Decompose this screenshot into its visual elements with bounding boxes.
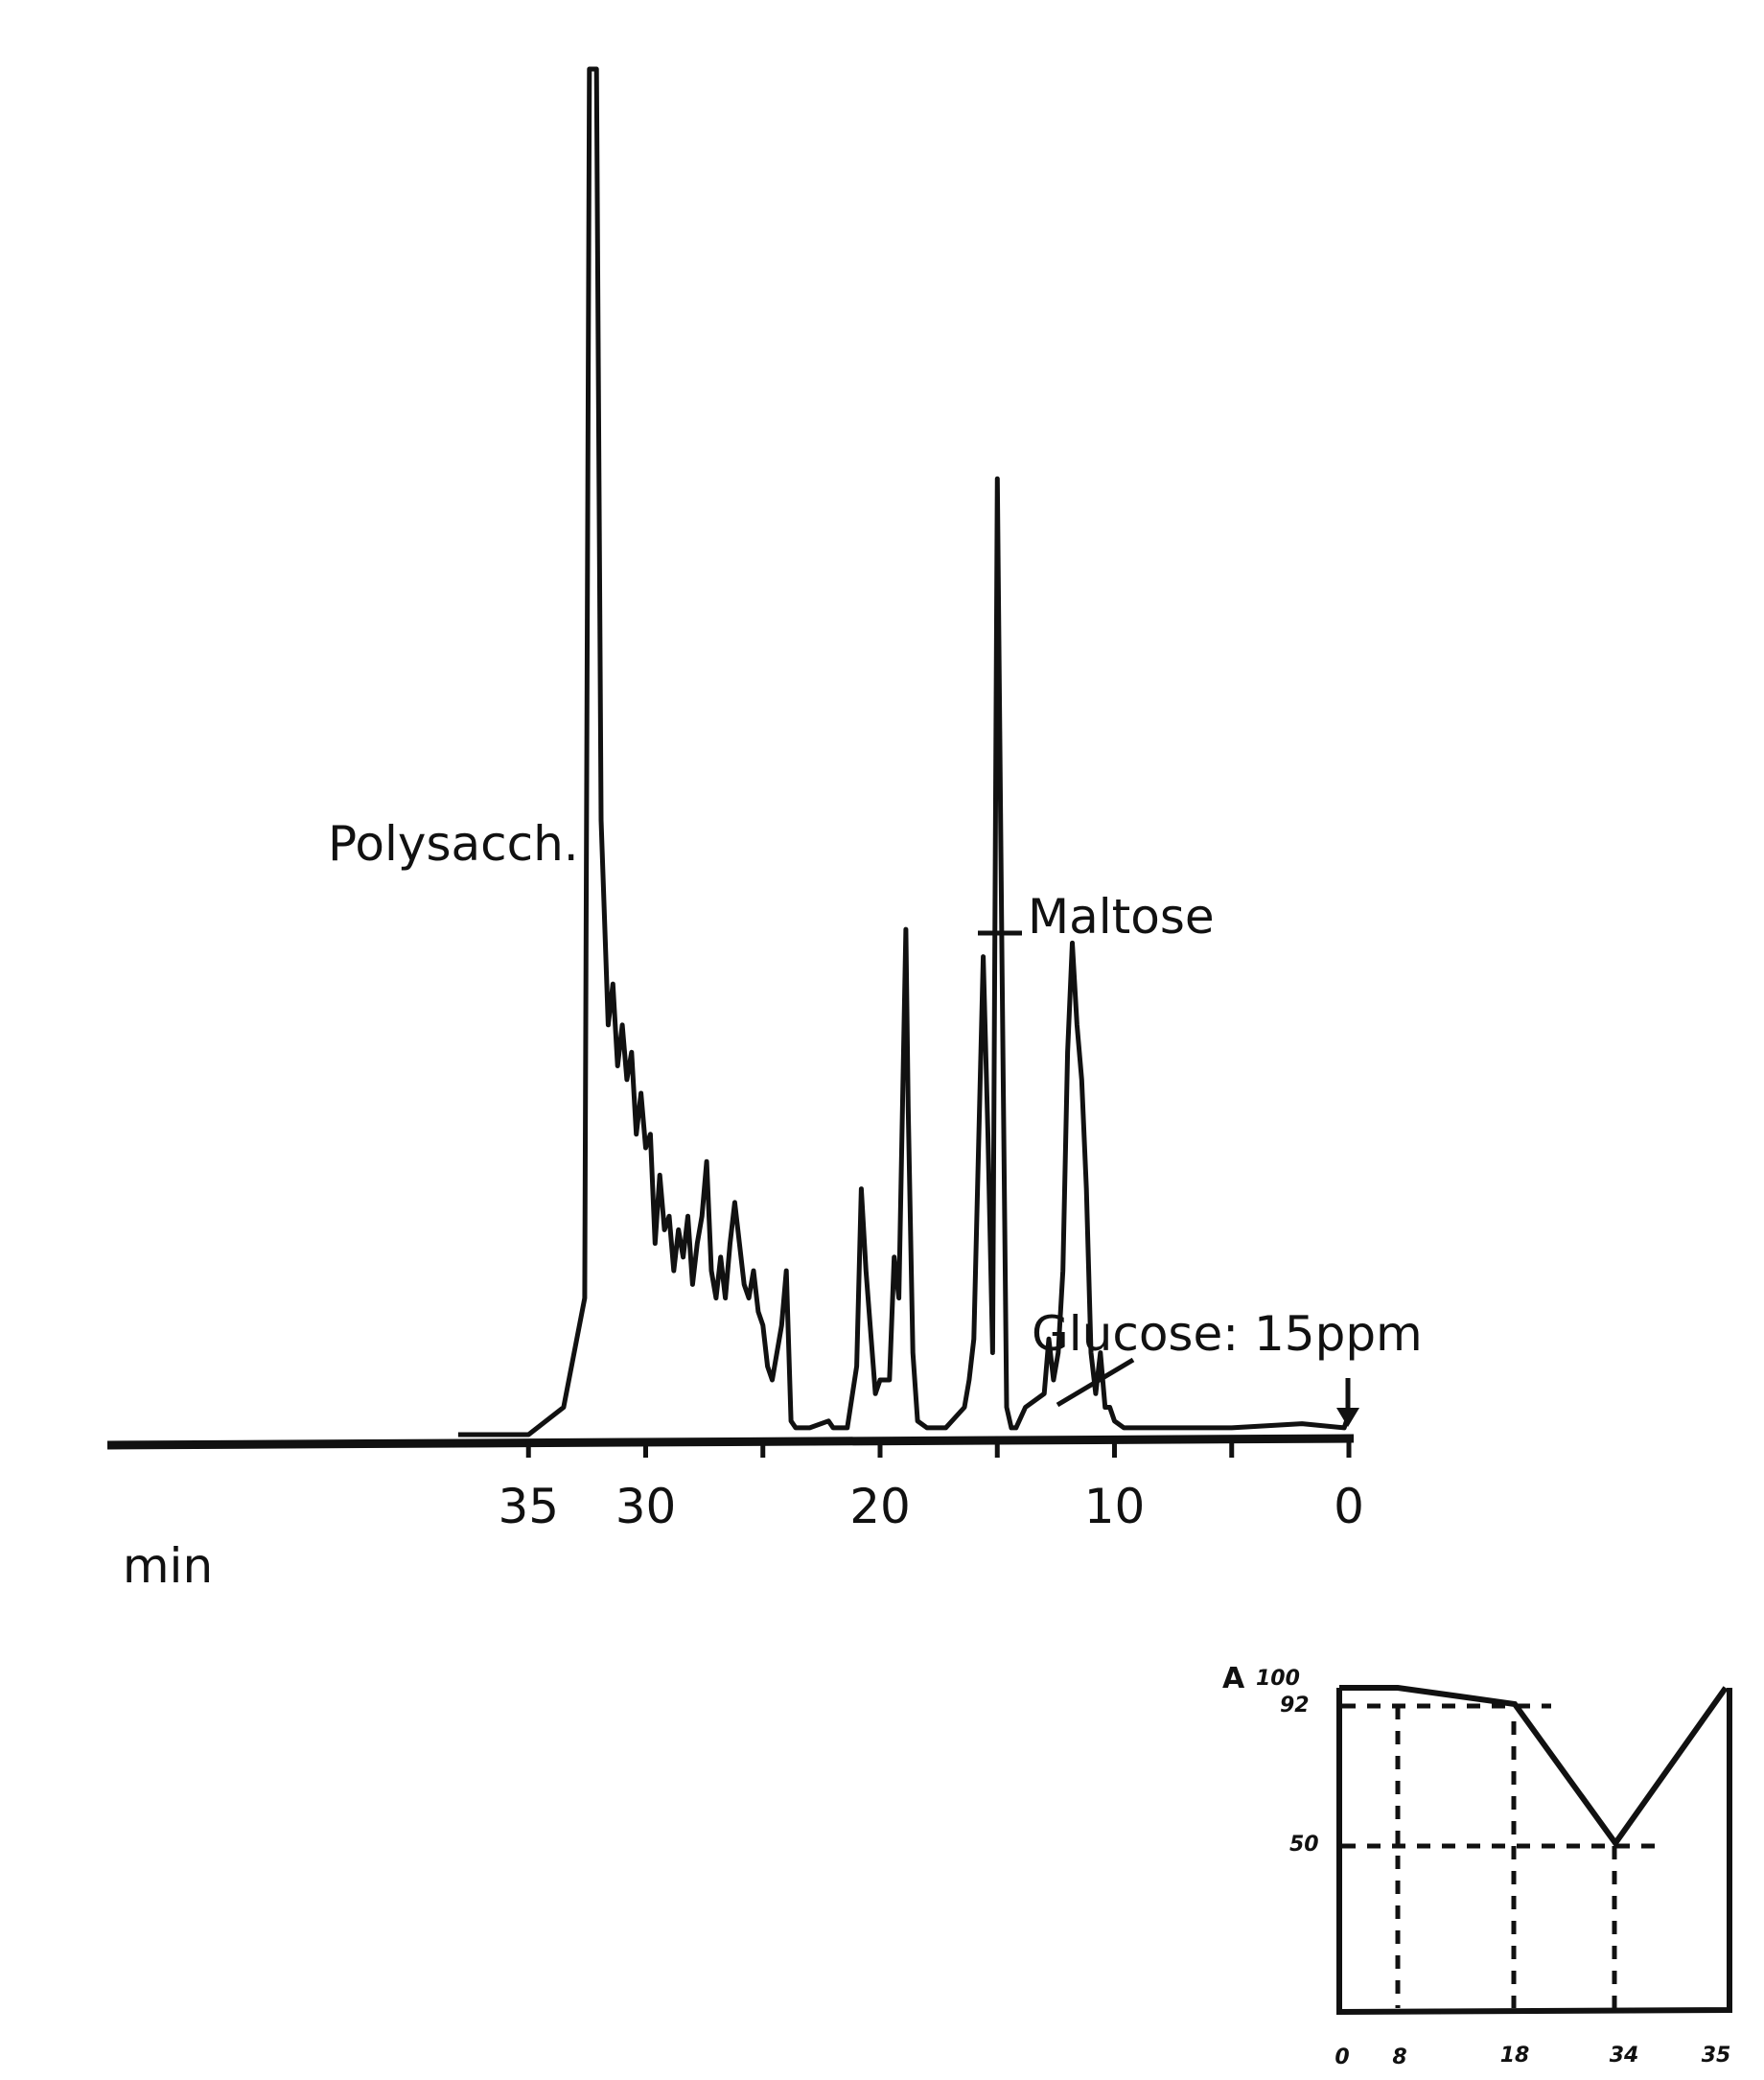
- x-axis-line: [106, 1434, 1355, 1450]
- chromatogram-chart: 35 30 20 10 0 min Polysacch. Maltose Glucose…: [106, 66, 1423, 1594]
- inset-y-label-92: 92: [1280, 1694, 1310, 1718]
- injection-arrow-icon: [1336, 1378, 1359, 1427]
- x-axis-ticks: [525, 1441, 1352, 1458]
- x-axis-tick-label: 20: [849, 1479, 911, 1534]
- glucose-leader-line: [1056, 1357, 1135, 1408]
- chromatogram-line: [457, 66, 1352, 1437]
- inset-title: A: [1222, 1662, 1245, 1695]
- inset-x-label-34: 34: [1610, 2044, 1639, 2068]
- inset-x-label-18: 18: [1500, 2044, 1530, 2068]
- inset-y-label-50: 50: [1289, 1833, 1319, 1857]
- x-axis-unit-label: min: [123, 1538, 213, 1594]
- x-axis-tick-label: 10: [1084, 1479, 1146, 1534]
- inset-axes-frame: [1336, 1688, 1732, 2016]
- inset-x-label-35: 35: [1702, 2044, 1731, 2068]
- inset-gradient-line: [1339, 1685, 1729, 1849]
- inset-y-label-100: 100: [1256, 1667, 1300, 1691]
- polysaccharide-label: Polysacch.: [328, 816, 579, 872]
- inset-x-label-8: 8: [1392, 2045, 1406, 2069]
- gradient-inset-chart: A 100 92 50 0 8 18 34 35: [1222, 1662, 1732, 2069]
- inset-reference-lines: [1342, 1703, 1661, 2008]
- x-axis-tick-labels: 35 30 20 10 0: [498, 1479, 1363, 1534]
- x-axis-tick-label: 0: [1334, 1479, 1364, 1534]
- x-axis-tick-label: 30: [615, 1479, 677, 1534]
- chromatogram-trace: [457, 66, 1352, 1437]
- maltose-label: Maltose: [1028, 889, 1215, 945]
- glucose-label: Glucose: 15ppm: [1032, 1306, 1423, 1362]
- inset-x-label-0: 0: [1335, 2045, 1349, 2069]
- x-axis-tick-label: 35: [498, 1479, 559, 1534]
